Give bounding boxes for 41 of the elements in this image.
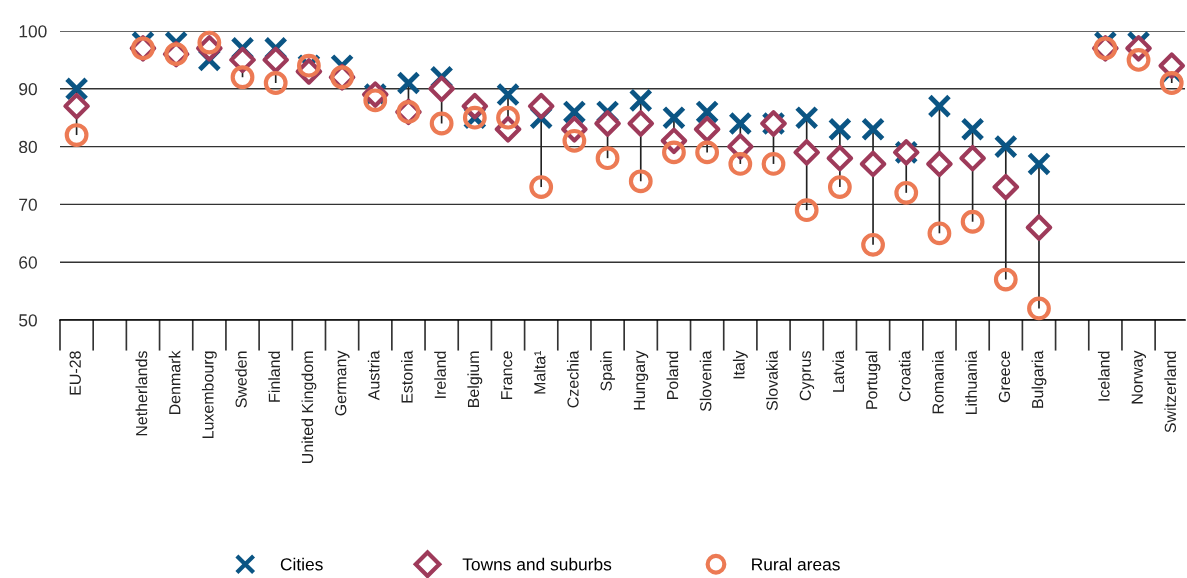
x-tick-label: United Kingdom	[301, 351, 317, 463]
x-tick-label: Romania	[931, 350, 944, 414]
x-tick-label: Belgium	[467, 351, 483, 407]
legend-label: Rural areas	[752, 557, 840, 571]
x-tick-label: Greece	[998, 351, 1011, 403]
x-tick-label: Czechia	[566, 350, 579, 408]
legend-label: Cities	[280, 557, 323, 571]
x-tick-label: Cyprus	[799, 351, 815, 401]
x-tick-label: Netherlands	[135, 351, 148, 436]
x-tick-label: Norway	[1131, 350, 1146, 404]
x-tick-label: Austria	[367, 350, 380, 401]
x-tick-label: EU-28	[69, 351, 81, 395]
x-tick-label: Malta¹	[533, 350, 546, 394]
x-tick-label: Ireland	[434, 351, 446, 398]
x-tick-label: Denmark	[168, 350, 181, 415]
x-tick-label: Switzerland	[1164, 351, 1177, 433]
x-tick-label: Croatia	[898, 350, 911, 402]
x-tick-label: Slovakia	[766, 350, 778, 411]
y-tick-label: 70	[19, 198, 37, 211]
x-tick-label: Sweden	[235, 351, 247, 408]
x-tick-label: Finland	[268, 351, 280, 402]
x-tick-label: Bulgaria	[1031, 350, 1047, 408]
y-tick-label: 80	[19, 140, 37, 154]
x-tick-label: Spain	[600, 351, 616, 391]
x-tick-label: Italy	[732, 350, 748, 379]
x-tick-label: Slovenia	[699, 350, 712, 412]
x-tick-label: Latvia	[832, 350, 845, 392]
x-tick-label: Iceland	[1097, 351, 1110, 401]
y-tick-label: 100	[19, 25, 47, 38]
x-tick-label: Portugal	[865, 351, 881, 409]
y-tick-label: 60	[19, 256, 37, 269]
legend-label: Towns and suburbs	[462, 557, 612, 571]
y-tick-label: 50	[19, 314, 37, 327]
x-tick-label: France	[501, 351, 513, 399]
x-tick-label: Lithuania	[965, 350, 977, 415]
y-tick-label: 90	[19, 82, 37, 96]
x-tick-label: Estonia	[401, 350, 413, 403]
x-tick-label: Luxembourg	[201, 351, 217, 439]
x-tick-label: Hungary	[633, 350, 649, 410]
x-tick-label: Poland	[666, 351, 679, 399]
x-tick-label: Germany	[335, 350, 350, 416]
